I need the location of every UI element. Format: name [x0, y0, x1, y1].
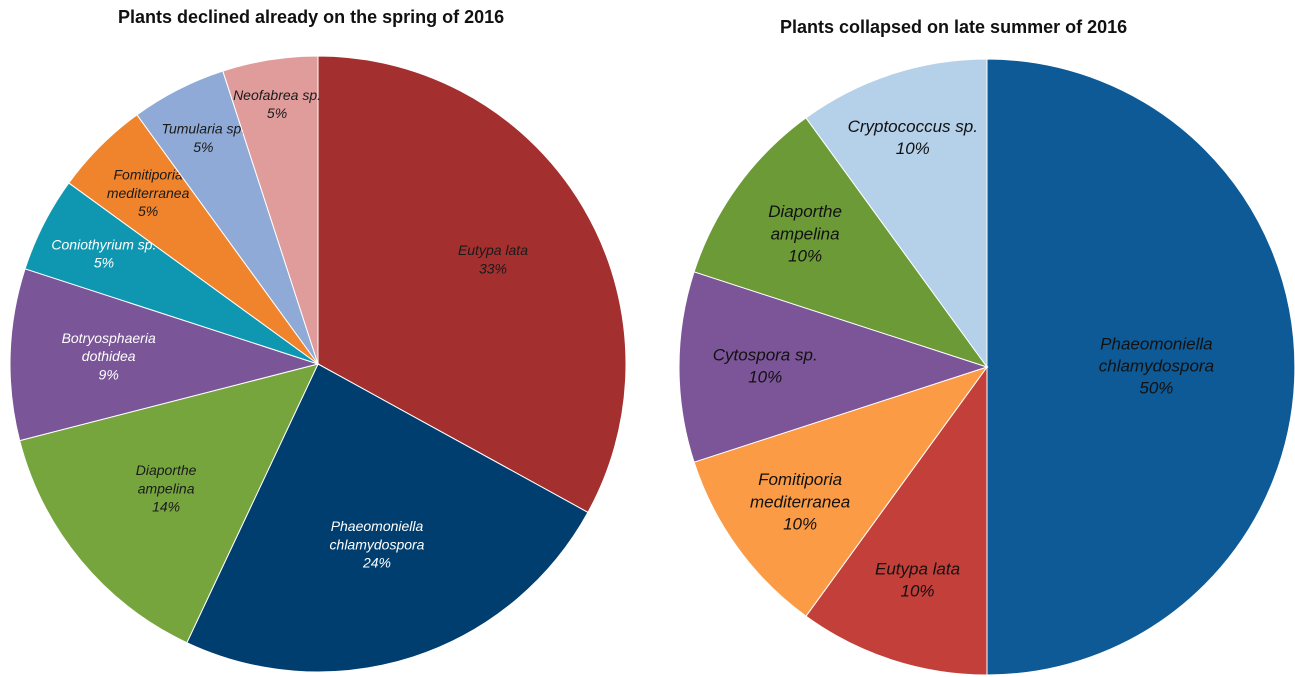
slice-name-label: Eutypa lata: [458, 242, 528, 258]
pie-slice: [693, 366, 989, 617]
slice-name-label: Coniothyrium sp.: [51, 237, 156, 253]
slice-name-label: ampelina: [771, 224, 840, 243]
pie-slice: [805, 58, 988, 369]
slice-name-label: Fomitiporia: [758, 470, 842, 489]
slice-percent-label: 10%: [901, 581, 935, 600]
slice-percent-label: 10%: [896, 139, 930, 158]
slice-percent-label: 5%: [138, 203, 158, 219]
slice-name-label: chlamydospora: [330, 536, 425, 552]
slice-name-label: Neofabrea sp.: [233, 87, 321, 103]
slice-name-label: Eutypa lata: [875, 559, 960, 578]
slice-name-label: Diaporthe: [136, 462, 197, 478]
slice-name-label: Phaeomoniella: [1100, 334, 1212, 353]
slice-name-label: Diaporthe: [768, 202, 842, 221]
pie-slice: [222, 55, 319, 365]
slice-name-label: mediterranea: [107, 185, 190, 201]
slice-percent-label: 5%: [267, 105, 287, 121]
slice-name-label: dothidea: [82, 348, 136, 364]
slice-name-label: mediterranea: [750, 492, 850, 511]
chart-title-spring: Plants declined already on the spring of…: [118, 7, 505, 27]
pie-slice: [693, 117, 989, 368]
pie-slice: [9, 268, 320, 442]
slice-name-label: Phaeomoniella: [331, 518, 424, 534]
pie-slice: [678, 271, 989, 463]
slice-percent-label: 5%: [193, 139, 213, 155]
slice-name-label: Cytospora sp.: [713, 345, 818, 364]
chart-title-late-summer: Plants collapsed on late summer of 2016: [780, 17, 1128, 37]
pie-slice: [805, 365, 988, 676]
slice-name-label: ampelina: [138, 480, 195, 496]
slice-percent-label: 14%: [152, 499, 180, 515]
slice-name-label: Cryptococcus sp.: [848, 117, 978, 136]
pie-slice: [19, 363, 319, 644]
slice-percent-label: 33%: [479, 260, 507, 276]
slice-percent-label: 5%: [94, 255, 114, 271]
slice-name-label: Fomitiporia: [113, 167, 182, 183]
slice-percent-label: 24%: [362, 555, 391, 571]
slice-name-label: Tumularia sp.: [161, 121, 245, 137]
slice-percent-label: 50%: [1139, 379, 1173, 398]
pie-slice: [317, 55, 627, 514]
slice-percent-label: 10%: [748, 368, 782, 387]
pie-slice: [186, 363, 589, 673]
slice-name-label: Botryosphaeria: [62, 330, 156, 346]
slice-percent-label: 10%: [788, 246, 822, 265]
slice-percent-label: 9%: [99, 366, 119, 382]
slice-percent-label: 10%: [783, 514, 817, 533]
slice-name-label: chlamydospora: [1099, 356, 1214, 375]
